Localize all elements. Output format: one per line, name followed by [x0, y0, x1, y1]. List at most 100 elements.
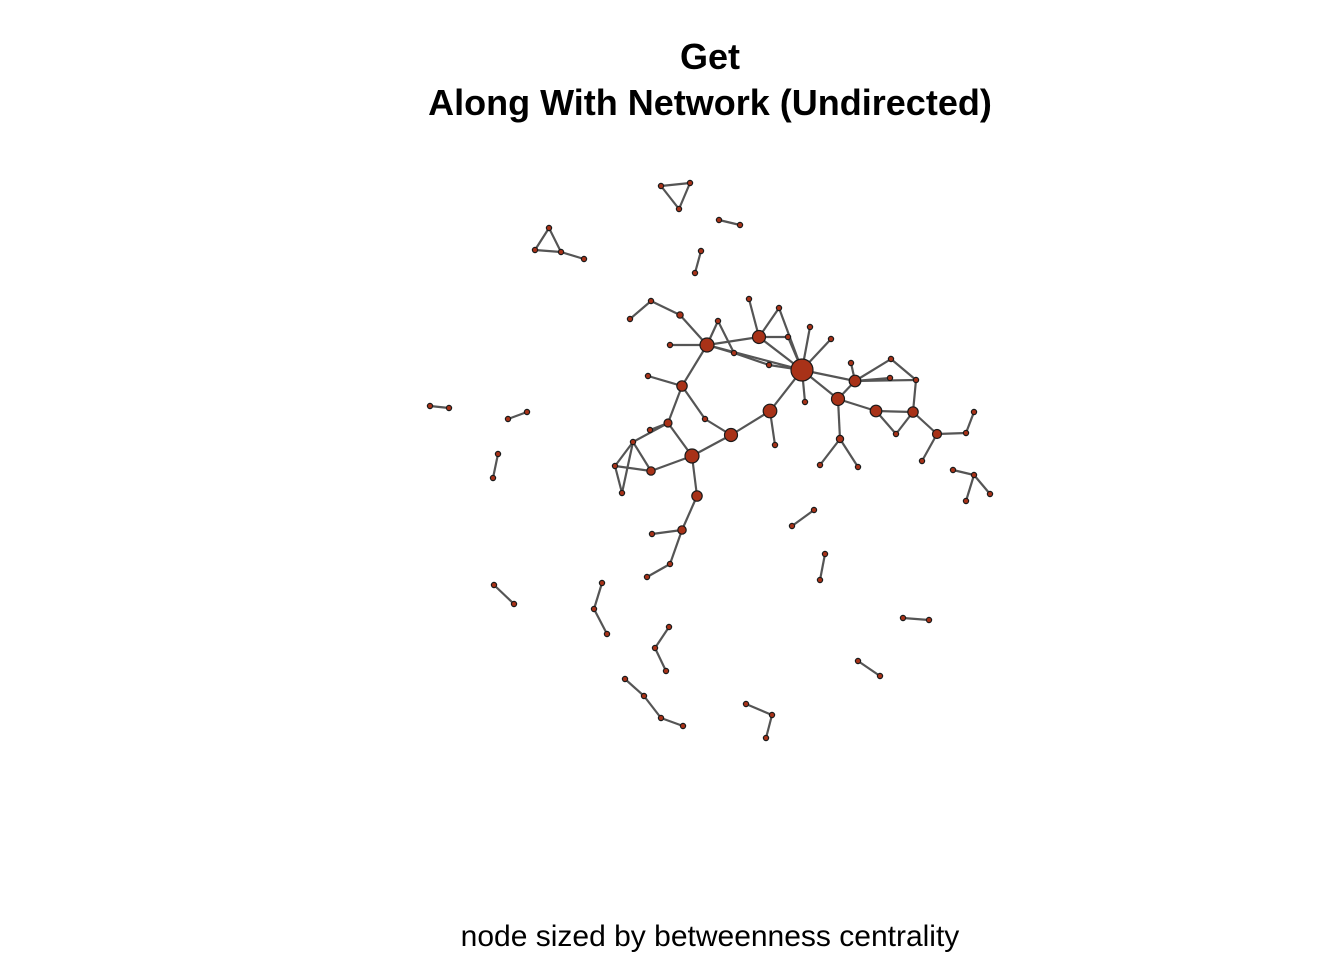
network-node: [835, 434, 845, 444]
network-node: [679, 722, 687, 730]
network-node: [816, 461, 824, 469]
network-node: [949, 466, 957, 474]
network-node: [531, 246, 539, 254]
chart-title-line-2: Along With Network (Undirected): [428, 82, 992, 123]
network-node: [790, 358, 814, 382]
network-node: [665, 623, 673, 631]
chart-caption: node sized by betweenness centrality: [460, 920, 960, 953]
network-node: [742, 700, 750, 708]
network-edge: [491, 453, 500, 479]
network-edge: [650, 300, 681, 316]
network-node: [876, 672, 884, 680]
network-node: [675, 205, 683, 213]
network-node: [603, 630, 611, 638]
network-node: [621, 675, 629, 683]
network-node: [854, 657, 862, 665]
network-node: [830, 391, 846, 407]
network-node: [489, 474, 497, 482]
network-node: [666, 341, 674, 349]
network-node: [666, 560, 674, 568]
network-node: [765, 361, 773, 369]
network-edge: [730, 410, 771, 436]
network-node: [775, 304, 783, 312]
network-edge: [643, 695, 662, 719]
network-edge: [717, 320, 735, 354]
network-edge: [660, 181, 691, 188]
network-node: [886, 374, 894, 382]
network-edge: [952, 468, 975, 477]
network-node: [598, 579, 606, 587]
network-edge: [614, 464, 652, 473]
network-node: [899, 614, 907, 622]
network-node: [580, 255, 588, 263]
network-node: [490, 581, 498, 589]
network-node: [854, 463, 862, 471]
network-node: [618, 489, 626, 497]
chart-title-line-1: Get: [679, 36, 740, 77]
network-node: [677, 525, 687, 535]
network-node: [970, 471, 978, 479]
network-node: [771, 441, 779, 449]
network-node: [751, 329, 767, 345]
network-edge: [921, 433, 938, 462]
network-node: [907, 406, 919, 418]
network-edge: [646, 563, 671, 578]
network-edge: [733, 351, 770, 367]
network-edge: [677, 182, 692, 210]
network-edge: [964, 474, 976, 502]
network-edge: [745, 702, 773, 717]
network-node: [962, 497, 970, 505]
network-node: [931, 428, 943, 440]
network-node: [523, 408, 531, 416]
network-node: [510, 600, 518, 608]
network-edge: [666, 385, 684, 424]
network-edge: [693, 250, 703, 274]
network-node: [445, 404, 453, 412]
network-node: [657, 714, 665, 722]
network-node: [545, 224, 553, 232]
network-edge: [660, 185, 680, 210]
network-node: [788, 522, 796, 530]
network-node: [494, 450, 502, 458]
network-node: [762, 734, 770, 742]
network-edge: [651, 528, 683, 536]
network-node: [745, 295, 753, 303]
network-node: [691, 269, 699, 277]
network-edge: [902, 616, 930, 622]
network-edge: [764, 714, 774, 739]
network-edge: [818, 553, 827, 581]
network-edge: [964, 411, 976, 434]
network-node: [662, 667, 670, 675]
network-node: [816, 576, 824, 584]
network-edge: [507, 410, 528, 421]
network-node: [730, 349, 738, 357]
network-node: [676, 311, 684, 319]
network-node: [643, 573, 651, 581]
network-edge: [839, 438, 859, 468]
network-edge: [718, 218, 741, 227]
network-edge: [654, 626, 670, 649]
network-node: [590, 605, 598, 613]
network-edge: [534, 248, 562, 254]
edge-layer: [429, 181, 991, 739]
network-edge: [593, 608, 608, 635]
network-node: [648, 530, 656, 538]
network-node: [557, 248, 565, 256]
network-node: [723, 427, 739, 443]
network-node: [801, 398, 809, 406]
network-node: [651, 644, 659, 652]
network-edge: [973, 474, 991, 495]
network-edge: [647, 374, 683, 388]
network-edge: [706, 335, 760, 347]
network-node: [784, 333, 792, 341]
network-node: [647, 297, 655, 305]
network-node: [504, 415, 512, 423]
network-edge: [681, 385, 706, 420]
network-edge: [660, 716, 684, 728]
network-edge: [819, 438, 841, 466]
network-edge: [854, 378, 917, 383]
network-edge: [681, 344, 708, 387]
network-edge: [493, 584, 515, 605]
network-node: [827, 335, 835, 343]
network-node: [644, 372, 652, 380]
